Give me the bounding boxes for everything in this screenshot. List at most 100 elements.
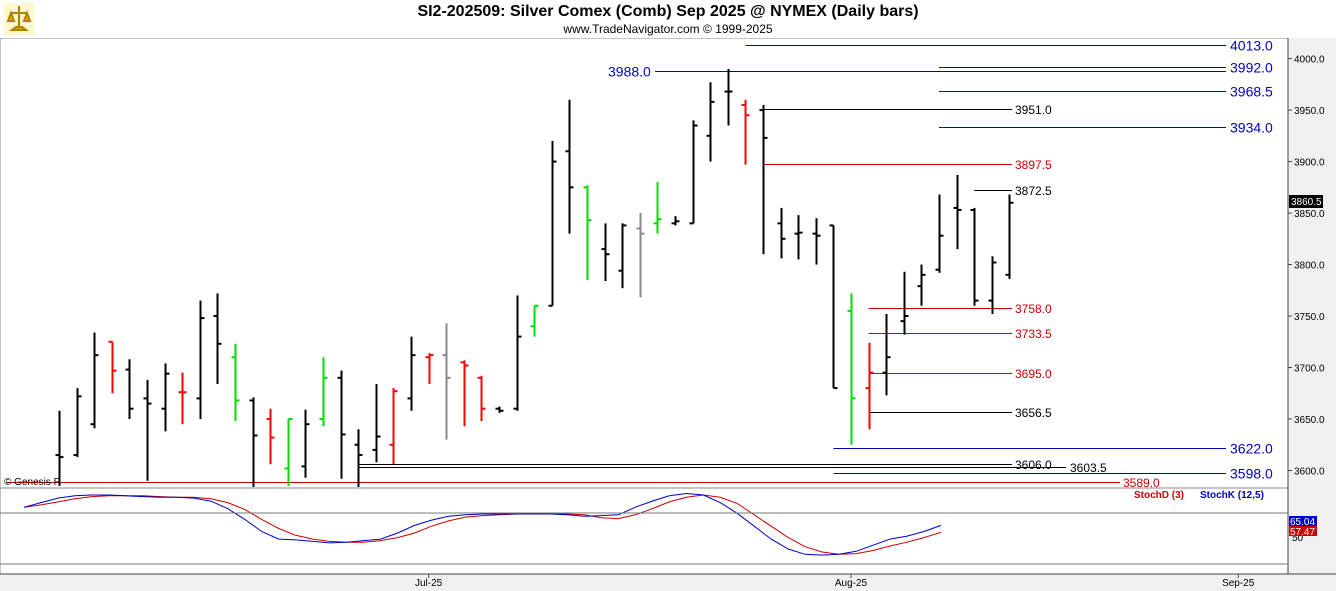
ohlc-bar bbox=[425, 353, 434, 384]
ohlc-bar bbox=[759, 104, 768, 255]
indicator-panel[interactable] bbox=[0, 487, 1289, 575]
ohlc-bar bbox=[213, 293, 222, 384]
level-label: 3598.0 bbox=[1230, 466, 1273, 482]
stoch-axis-label: 50 bbox=[1292, 533, 1304, 544]
ohlc-bar bbox=[143, 379, 152, 481]
ohlc-bar bbox=[706, 82, 715, 162]
ohlc-bar bbox=[55, 410, 64, 486]
ohlc-bar bbox=[970, 207, 979, 306]
stoch-k-tag bbox=[1289, 516, 1317, 526]
ohlc-bar bbox=[777, 207, 786, 259]
level-label: 3897.5 bbox=[1015, 158, 1052, 172]
ohlc-bar bbox=[249, 397, 258, 487]
level-label: 3934.0 bbox=[1230, 120, 1273, 136]
last-price-tag bbox=[1289, 195, 1323, 208]
date-axis[interactable] bbox=[0, 574, 1336, 591]
ohlc-bar bbox=[548, 140, 557, 307]
level-label: 3603.5 bbox=[1070, 461, 1107, 475]
level-label: 4013.0 bbox=[1230, 38, 1273, 54]
price-tick-label: 3700.0 bbox=[1294, 364, 1325, 375]
ohlc-bar bbox=[125, 359, 134, 420]
stoch-d-tag bbox=[1289, 526, 1317, 536]
chart-header: SI2-202509: Silver Comex (Comb) Sep 2025… bbox=[0, 0, 1336, 38]
ohlc-bar bbox=[953, 174, 962, 250]
ohlc-bar bbox=[284, 418, 293, 486]
price-axis[interactable] bbox=[1288, 38, 1336, 574]
ohlc-bar bbox=[73, 388, 82, 458]
ohlc-bar bbox=[513, 295, 522, 411]
ohlc-bar bbox=[917, 264, 926, 306]
ohlc-bar bbox=[231, 343, 240, 422]
level-label: 3872.5 bbox=[1015, 184, 1052, 198]
ohlc-bar bbox=[601, 223, 610, 282]
ohlc-bar bbox=[653, 182, 662, 234]
ohlc-bar bbox=[407, 336, 416, 411]
trade-navigator-logo-icon bbox=[4, 3, 34, 35]
ohlc-bar bbox=[935, 194, 944, 273]
ohlc-bar bbox=[477, 375, 486, 422]
level-label: 3992.0 bbox=[1230, 60, 1273, 76]
ohlc-bar bbox=[495, 406, 504, 413]
level-label: 3758.0 bbox=[1015, 302, 1052, 316]
ohlc-bar bbox=[671, 216, 680, 226]
ohlc-bar bbox=[882, 313, 891, 396]
ohlc-bar bbox=[794, 215, 803, 260]
price-tick-label: 3950.0 bbox=[1294, 106, 1325, 117]
level-label: 3695.0 bbox=[1015, 367, 1052, 381]
stoch-k-line bbox=[23, 492, 942, 556]
price-tick-label: 3850.0 bbox=[1294, 209, 1325, 220]
ohlc-bars bbox=[55, 68, 1014, 487]
ohlc-bar bbox=[460, 360, 469, 427]
level-label: 3733.5 bbox=[1015, 327, 1052, 341]
ohlc-bar bbox=[319, 357, 328, 427]
level-label: 3951.0 bbox=[1015, 103, 1052, 117]
ohlc-bar bbox=[618, 223, 627, 289]
ohlc-bar bbox=[178, 372, 187, 425]
stoch-d-value: 57.47 bbox=[1290, 527, 1315, 538]
levels: 4013.0 3992.0 3988.0 3968.5 3951.0 3934.0 3897… bbox=[6, 38, 1273, 490]
date-labels: Jul-25 Aug-25 Sep-25 bbox=[415, 574, 1255, 589]
level-label: 3606.0 bbox=[1015, 458, 1052, 472]
price-tick-label: 3600.0 bbox=[1294, 466, 1325, 477]
price-tick-label: 3650.0 bbox=[1294, 415, 1325, 426]
ohlc-bar bbox=[196, 300, 205, 420]
ohlc-bar bbox=[812, 218, 821, 265]
ohlc-bar bbox=[636, 213, 645, 298]
ohlc-bar bbox=[389, 388, 398, 465]
ohlc-bar bbox=[442, 323, 451, 440]
legend-stoch-k: StochK (12,5) bbox=[1200, 490, 1264, 501]
chart-title: SI2-202509: Silver Comex (Comb) Sep 2025… bbox=[417, 3, 919, 20]
ohlc-bar bbox=[865, 342, 874, 430]
ohlc-bar bbox=[161, 363, 170, 432]
ohlc-bar bbox=[108, 340, 117, 394]
level-label: 3988.0 bbox=[608, 64, 651, 80]
date-tick-label: Jul-25 bbox=[415, 578, 443, 589]
last-price-value: 3860.5 bbox=[1291, 197, 1322, 208]
watermark: © Genesis F bbox=[4, 477, 60, 488]
ohlc-bar bbox=[900, 271, 909, 335]
ohlc-bar bbox=[337, 370, 346, 479]
ohlc-bar bbox=[90, 332, 99, 429]
date-tick-label: Aug-25 bbox=[835, 578, 868, 589]
level-label: 3589.0 bbox=[1123, 476, 1160, 490]
chart-subtitle: www.TradeNavigator.com © 1999-2025 bbox=[563, 22, 773, 36]
level-label: 3622.0 bbox=[1230, 441, 1273, 457]
ohlc-bar bbox=[741, 99, 750, 165]
price-tick-label: 4000.0 bbox=[1294, 55, 1325, 66]
ohlc-bar bbox=[565, 99, 574, 234]
price-tick-label: 3750.0 bbox=[1294, 312, 1325, 323]
ohlc-bar bbox=[689, 120, 698, 225]
date-tick-label: Sep-25 bbox=[1222, 578, 1255, 589]
legend-stoch-d: StochD (3) bbox=[1134, 490, 1184, 501]
ohlc-bar bbox=[266, 408, 275, 465]
level-label: 3656.5 bbox=[1015, 406, 1052, 420]
ohlc-bar bbox=[988, 256, 997, 314]
price-ticks: 3600.0 3650.0 3700.0 3750.0 3800.0 3850.0 3900… bbox=[1288, 55, 1325, 477]
ohlc-bar bbox=[847, 293, 856, 445]
level-label: 3968.5 bbox=[1230, 84, 1273, 100]
price-tick-label: 3900.0 bbox=[1294, 158, 1325, 169]
ohlc-bar bbox=[583, 185, 592, 280]
price-panel[interactable] bbox=[0, 37, 1289, 489]
ohlc-bar bbox=[530, 304, 539, 337]
